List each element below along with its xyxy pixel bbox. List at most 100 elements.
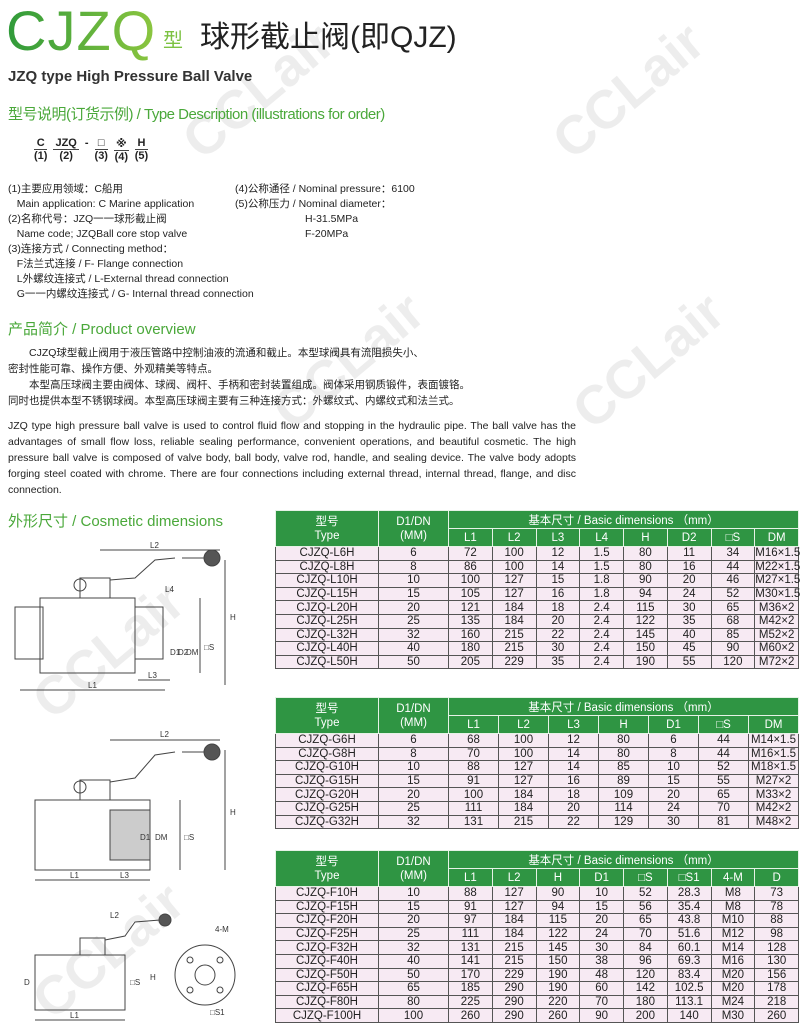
column-header: L4 (579, 528, 624, 547)
value-cell: 28.3 (666, 886, 712, 901)
watermark: CCLair (561, 281, 736, 441)
type-header: 型号 Type (275, 850, 379, 887)
type-header: 型号 Type (275, 697, 379, 734)
value-cell: 50 (378, 654, 449, 670)
value-cell: 81 (698, 814, 749, 830)
value-cell: 1.8 (579, 586, 624, 602)
table-row: CJZQ-F50H 50 170 229 190 48 120 83.4 M20 156 (275, 967, 800, 983)
dimension-label: □S (130, 978, 140, 987)
column-header: DM (747, 715, 800, 734)
value-cell: 50 (378, 967, 449, 983)
value-cell: 65 (710, 600, 756, 615)
value-cell: 142 (623, 981, 668, 996)
value-cell: 215 (491, 641, 537, 656)
overview-cn-line: 同时也提供本型不锈钢球阀。本型高压球阀主要有三种连接方式：外螺纹式、内螺纹式和法… (8, 395, 460, 407)
dimension-label: D1 (140, 833, 151, 842)
value-cell: 102.5 (666, 981, 712, 996)
dimensions-table-2: 型号 Type D1/DN (MM) 基本尺寸 / Basic dimensions （… (275, 697, 800, 830)
value-cell: 70 (698, 800, 749, 816)
column-header: L1 (448, 868, 493, 887)
model-cell: CJZQ-L15H (275, 586, 379, 602)
value-cell: 229 (491, 654, 537, 670)
code-index: (4) (114, 151, 129, 163)
value-cell: 80 (623, 559, 668, 575)
value-cell: 24 (579, 926, 624, 942)
table-row: CJZQ-F40H 40 141 215 150 38 96 69.3 M16 130 (275, 953, 800, 969)
column-header: L2 (498, 715, 549, 734)
value-cell: 184 (491, 600, 537, 615)
code-letter: □ (94, 137, 108, 150)
value-cell: 8 (378, 559, 449, 575)
code-index (85, 149, 89, 161)
value-cell: 111 (448, 926, 493, 942)
value-cell: M16×1.5 (747, 746, 800, 762)
value-cell: 2.4 (579, 654, 624, 670)
value-cell: 52 (698, 760, 749, 775)
model-cell: CJZQ-G25H (275, 800, 379, 816)
value-cell: 170 (448, 967, 493, 983)
value-cell: 122 (535, 926, 581, 942)
column-header: □S1 (666, 868, 712, 887)
value-cell: 88 (448, 760, 499, 775)
table-row: CJZQ-G32H 32 131 215 22 129 30 81 M48×2 (275, 814, 800, 830)
value-cell: 34 (710, 546, 756, 561)
code-part: H (5) (134, 137, 149, 163)
dimension-label: D2 (178, 648, 189, 657)
page-subtitle: JZQ type High Pressure Ball Valve (8, 68, 253, 85)
value-cell: 100 (448, 573, 493, 588)
value-cell: 35 (535, 654, 581, 670)
value-cell: 131 (448, 940, 493, 955)
overview-cn-line: 本型高压球阀主要由阀体、球阀、阀杆、手柄和密封装置组成。阀体采用钢质锻件，表面镀… (8, 379, 470, 391)
value-cell: 122 (623, 613, 668, 629)
value-cell: 70 (623, 926, 668, 942)
code-letter: ※ (113, 138, 129, 151)
model-cell: CJZQ-F32H (275, 940, 379, 955)
value-cell: 20 (648, 787, 699, 802)
dimension-label: DM (186, 648, 199, 657)
table-row: CJZQ-L32H 32 160 215 22 2.4 145 40 85 M52×2 (275, 627, 800, 643)
value-cell: 40 (666, 627, 712, 643)
value-cell: 65 (378, 981, 449, 996)
value-cell: M14×1.5 (747, 733, 800, 748)
value-cell: 68 (448, 733, 499, 748)
value-cell: 184 (498, 800, 549, 816)
dn-header: D1/DN (MM) (378, 510, 449, 547)
column-header: L2 (491, 868, 537, 887)
dimension-label: L1 (70, 1011, 79, 1020)
value-cell: M27×2 (747, 773, 800, 789)
value-cell: 114 (598, 800, 649, 816)
table-row: CJZQ-G10H 10 88 127 14 85 10 52 M18×1.5 (275, 760, 800, 775)
value-cell: 127 (491, 573, 537, 588)
value-cell: 10 (648, 760, 699, 775)
model-cell: CJZQ-G8H (275, 746, 379, 762)
value-cell: M36×2 (754, 600, 800, 615)
value-cell: 46 (710, 573, 756, 588)
value-cell: 215 (498, 814, 549, 830)
type-header-cn: 型号 (315, 515, 339, 528)
description-line: L外螺纹连接式 / L-External thread connection (8, 273, 229, 285)
column-header: L1 (448, 528, 493, 547)
value-cell: 150 (623, 641, 668, 656)
description-line: (2)名称代号：JZQ一一球形截止阀 (8, 213, 167, 225)
value-cell: 22 (548, 814, 599, 830)
code-letter: JZQ (53, 137, 79, 150)
value-cell: 20 (378, 600, 449, 615)
table-row: CJZQ-L40H 40 180 215 30 2.4 150 45 90 M60×2 (275, 641, 800, 656)
value-cell: 24 (648, 800, 699, 816)
code-part: - (85, 137, 89, 163)
value-cell: 85 (598, 760, 649, 775)
dimension-label: D (24, 978, 30, 987)
column-header: 4-M (710, 868, 756, 887)
model-cell: CJZQ-G32H (275, 814, 379, 830)
dimension-label: L1 (70, 871, 79, 880)
value-cell: 20 (548, 800, 599, 816)
dimension-label: DM (155, 833, 168, 842)
dimensions-table-1: 型号 Type D1/DN (MM) 基本尺寸 / Basic dimensions （… (275, 510, 800, 670)
table-row: CJZQ-L6H 6 72 100 12 1.5 80 11 34 M16×1.5 (275, 546, 800, 561)
value-cell: 100 (378, 1008, 449, 1023)
value-cell: 35.4 (666, 899, 712, 915)
value-cell: 51.6 (666, 926, 712, 942)
value-cell: 40 (378, 953, 449, 969)
value-cell: 215 (491, 940, 537, 955)
value-cell: 127 (498, 773, 549, 789)
